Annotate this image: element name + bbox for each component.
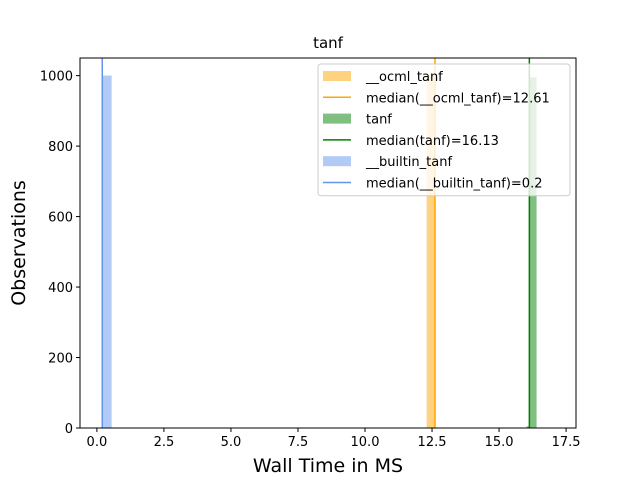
legend-label: median(tanf)=16.13 (366, 134, 499, 149)
histogram-bar (426, 75, 435, 428)
legend-label: __builtin_tanf (365, 155, 452, 170)
legend-swatch (323, 71, 351, 81)
legend-swatch (323, 113, 351, 124)
legend: __ocml_tanf median(__ocml_tanf)=12.61tanf… (317, 63, 571, 197)
y-axis-label: Observations (8, 180, 30, 306)
y-tick-label: 600 (48, 211, 73, 226)
legend-label: median(__ocml_tanf)=12.61 (366, 91, 550, 106)
x-axis: 0.0 2.5 5.0 7.5 10.0 12.5 15.0 17.5 (87, 428, 581, 450)
x-tick-label: 12.5 (418, 435, 447, 450)
legend-box (317, 63, 571, 197)
histogram-bar (526, 426, 530, 428)
x-tick-label: 7.5 (288, 435, 309, 450)
x-tick-label: 15.0 (485, 435, 514, 450)
x-tick-label: 17.5 (552, 435, 581, 450)
y-axis: 0 200 400 600 800 1000 (40, 70, 80, 437)
legend-swatch (323, 156, 351, 167)
legend-label: __ocml_tanf (365, 70, 443, 85)
legend-label: median(__builtin_tanf)=0.2 (366, 177, 542, 192)
y-tick-label: 0 (65, 422, 73, 437)
chart-title: tanf (313, 34, 344, 52)
x-tick-label: 0.0 (87, 435, 108, 450)
y-tick-label: 200 (48, 352, 73, 367)
y-tick-label: 1000 (40, 70, 73, 85)
histogram-bar (102, 75, 112, 428)
axes-frame (79, 57, 577, 429)
x-tick-label: 5.0 (221, 435, 242, 450)
x-tick-label: 2.5 (154, 435, 175, 450)
y-tick-label: 400 (48, 281, 73, 296)
legend-label: tanf (366, 113, 392, 128)
x-tick-label: 10.0 (351, 435, 380, 450)
histogram-bar (529, 77, 537, 428)
y-tick-label: 800 (48, 140, 73, 155)
x-axis-label: Wall Time in MS (253, 455, 403, 477)
